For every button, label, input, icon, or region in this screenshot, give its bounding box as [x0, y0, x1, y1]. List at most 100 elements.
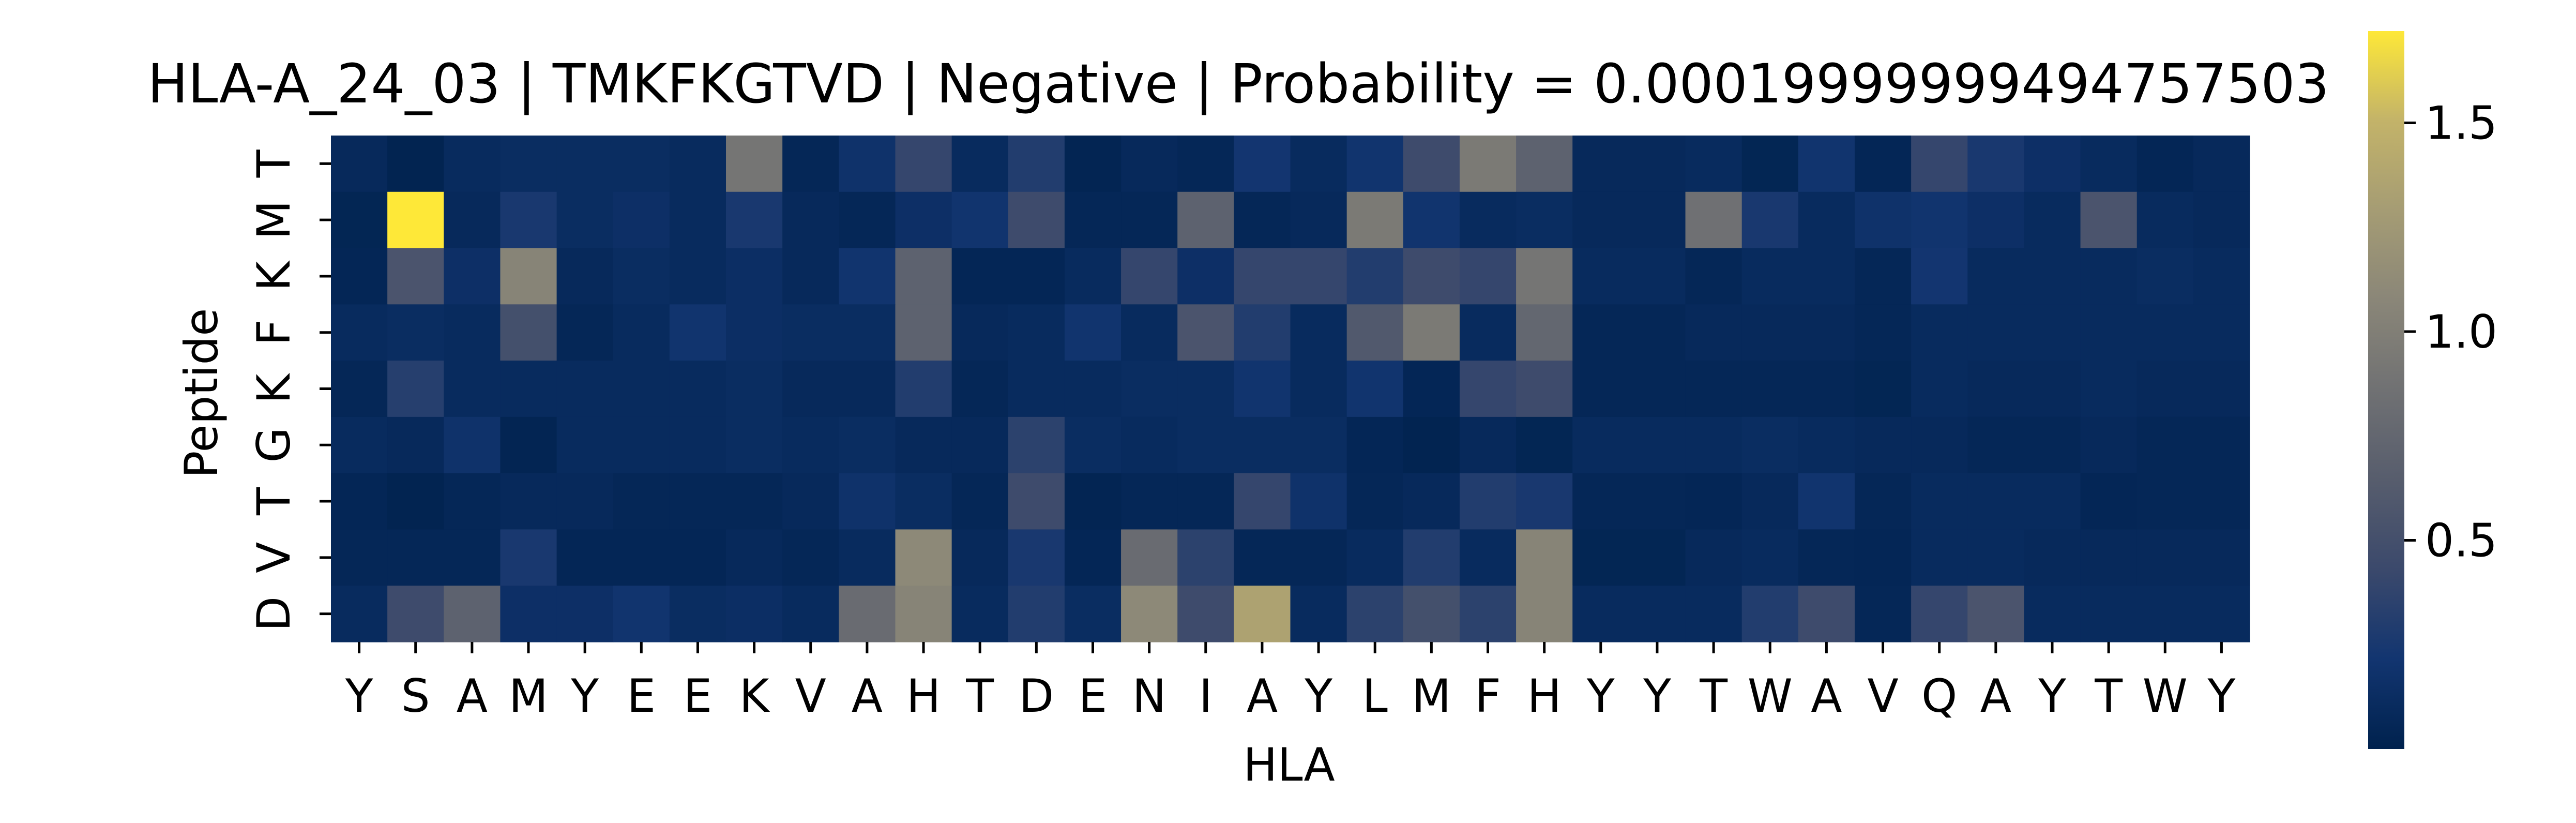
heatmap-cell	[556, 473, 614, 530]
heatmap-cell	[1177, 136, 1234, 192]
heatmap-cell	[2080, 586, 2138, 642]
heatmap-cell	[613, 473, 670, 530]
heatmap-cell	[1459, 304, 1517, 361]
x-tick-label: Y	[2038, 669, 2066, 723]
heatmap-cell	[2080, 416, 2138, 474]
heatmap-cell	[1234, 136, 1291, 192]
heatmap-cell	[839, 248, 896, 305]
heatmap-cell	[726, 361, 783, 417]
x-tick-label: A	[852, 669, 883, 723]
heatmap-cell	[1854, 248, 1912, 305]
x-tick-label: H	[906, 669, 941, 723]
x-tick-label: T	[965, 669, 994, 723]
heatmap-cell	[2024, 529, 2081, 586]
heatmap-cell	[669, 304, 726, 361]
heatmap-cell	[1346, 416, 1404, 474]
heatmap-cell	[726, 191, 783, 249]
heatmap-cell	[500, 473, 557, 530]
heatmap-cell	[1121, 529, 1178, 586]
x-tick-label: S	[401, 669, 430, 723]
heatmap-cell	[613, 248, 670, 305]
heatmap-cell	[331, 136, 388, 192]
heatmap-cell	[1967, 361, 2025, 417]
heatmap-cell	[1572, 416, 1629, 474]
heatmap-cell	[951, 191, 1009, 249]
heatmap-cell	[2136, 136, 2194, 192]
heatmap-cell	[1346, 304, 1404, 361]
heatmap-cell	[1854, 136, 1912, 192]
heatmap-cell	[556, 248, 614, 305]
heatmap-cell	[1403, 586, 1460, 642]
heatmap-cell	[1798, 136, 1855, 192]
heatmap-cell	[1064, 248, 1122, 305]
heatmap-cell	[556, 586, 614, 642]
colorbar-tick-label: 1.5	[2425, 97, 2497, 150]
y-tick-label: G	[247, 427, 300, 462]
heatmap-cell	[2193, 586, 2250, 642]
heatmap-cell	[1911, 473, 1968, 530]
heatmap-cell	[613, 586, 670, 642]
heatmap-cell	[556, 304, 614, 361]
heatmap-cell	[331, 361, 388, 417]
heatmap-cell	[2080, 136, 2138, 192]
colorbar-tick-label: 1.0	[2425, 305, 2497, 358]
heatmap-cell	[2024, 416, 2081, 474]
heatmap-cell	[726, 586, 783, 642]
heatmap-cell	[1234, 473, 1291, 530]
heatmap-cell	[1854, 361, 1912, 417]
heatmap-cell	[444, 248, 501, 305]
heatmap-cell	[1403, 248, 1460, 305]
heatmap-cell	[1798, 248, 1855, 305]
colorbar-ticks: 0.5 1.0 1.5	[2404, 97, 2497, 567]
heatmap-cell	[1121, 191, 1178, 249]
heatmap-cell	[2024, 191, 2081, 249]
x-tick-label: A	[1811, 669, 1842, 723]
x-tick-label: F	[1475, 669, 1501, 723]
heatmap-cell	[669, 191, 726, 249]
heatmap-cell	[726, 248, 783, 305]
y-tick-label: V	[247, 542, 300, 573]
heatmap-cell	[1741, 416, 1799, 474]
heatmap-cell	[951, 136, 1009, 192]
heatmap-cell	[2193, 416, 2250, 474]
heatmap-cell	[444, 191, 501, 249]
heatmap-cell	[1741, 248, 1799, 305]
x-tick-label: V	[795, 669, 826, 723]
heatmap-cell	[1798, 191, 1855, 249]
heatmap-cell	[951, 586, 1009, 642]
x-tick-label: Y	[1586, 669, 1615, 723]
heatmap-cell	[1008, 304, 1065, 361]
heatmap-cell	[500, 586, 557, 642]
heatmap-cell	[669, 586, 726, 642]
heatmap-cell	[500, 529, 557, 586]
heatmap-cell	[1629, 304, 1686, 361]
heatmap-cell	[1177, 473, 1234, 530]
heatmap-cell	[1516, 416, 1573, 474]
heatmap-cell	[1177, 416, 1234, 474]
heatmap-cell	[387, 586, 444, 642]
heatmap-cell	[444, 361, 501, 417]
heatmap-cell	[1459, 416, 1517, 474]
heatmap-cell	[1346, 248, 1404, 305]
heatmap-cell	[1008, 361, 1065, 417]
heatmap-cell	[895, 416, 952, 474]
heatmap-cell	[387, 136, 444, 192]
heatmap-cell	[331, 586, 388, 642]
heatmap-cell	[839, 191, 896, 249]
heatmap-cell	[1234, 361, 1291, 417]
heatmap-cell	[1572, 586, 1629, 642]
heatmap-cell	[2024, 304, 2081, 361]
x-tick-label: H	[1527, 669, 1562, 723]
heatmap-cell	[669, 529, 726, 586]
heatmap-cell	[1064, 361, 1122, 417]
heatmap-cell	[782, 248, 839, 305]
heatmap-cell	[2136, 361, 2194, 417]
heatmap-cell	[1234, 529, 1291, 586]
heatmap-cell	[839, 361, 896, 417]
heatmap-cell	[1911, 586, 1968, 642]
heatmap-cell	[613, 529, 670, 586]
heatmap-cell	[613, 361, 670, 417]
heatmap-cell	[2024, 248, 2081, 305]
x-tick-label: W	[2143, 669, 2188, 723]
